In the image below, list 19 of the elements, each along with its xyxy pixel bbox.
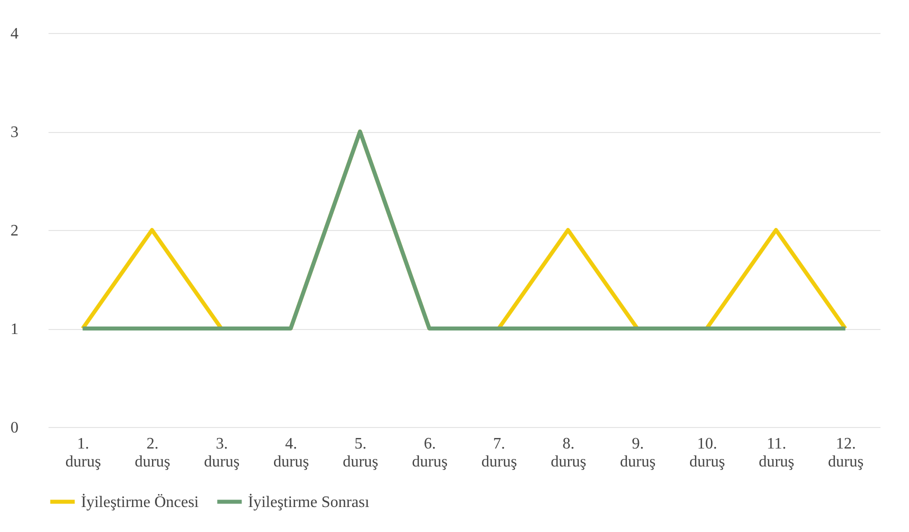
x-tick-label: 6. duruş xyxy=(412,436,448,470)
x-tick-label: 11. duruş xyxy=(758,436,794,470)
y-tick-label: 1 xyxy=(10,321,18,338)
x-tick-label: 9. duruş xyxy=(620,436,656,470)
x-tick-label: 7. duruş xyxy=(481,436,517,470)
x-tick-label: 4. duruş xyxy=(273,436,309,470)
y-tick-label: 0 xyxy=(10,420,18,436)
x-tick-label: 10. duruş xyxy=(689,436,725,470)
x-tick-label: 12. duruş xyxy=(828,436,864,470)
x-tick-label: 8. duruş xyxy=(550,436,586,470)
x-tick-label: 3. duruş xyxy=(204,436,240,470)
x-tick-label: 1. duruş xyxy=(65,436,101,470)
x-tick-label: 2. duruş xyxy=(134,436,170,470)
y-tick-label: 2 xyxy=(10,222,18,240)
x-tick-label: 5. duruş xyxy=(342,436,378,470)
legend-label: İyileştirme Öncesi xyxy=(81,492,200,511)
y-tick-label: 3 xyxy=(10,124,18,141)
y-tick-label: 4 xyxy=(10,26,18,42)
legend-label: İyileştirme Sonrası xyxy=(248,492,370,511)
